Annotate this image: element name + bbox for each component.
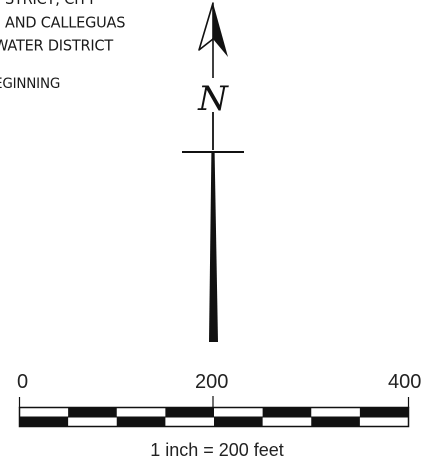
scale-segment — [359, 408, 409, 417]
arrow-tail — [209, 152, 218, 342]
scale-segment — [214, 417, 263, 426]
scale-caption: 1 inch = 200 feet — [150, 440, 284, 460]
scale-label-400: 400 — [388, 371, 422, 393]
note-line: WATER DISTRICT — [0, 37, 114, 55]
arrow-head-fill — [213, 3, 228, 57]
note-line: STRICT; CITY — [5, 0, 96, 9]
point-of-beginning-label: EGINNING — [0, 75, 61, 93]
scale-segment — [68, 408, 117, 417]
scale-label-200: 200 — [195, 371, 229, 393]
scale-segment — [165, 408, 214, 417]
scale-label-0: 0 — [17, 371, 29, 393]
arrow-head-outline — [198, 2, 214, 51]
scale-segment — [311, 417, 360, 426]
scale-bar — [18, 396, 410, 428]
scale-segment — [262, 408, 312, 417]
scale-segment — [19, 417, 69, 426]
scale-segment — [116, 417, 166, 426]
note-line: AND CALLEGUAS — [5, 14, 126, 32]
note-text-block: STRICT; CITY AND CALLEGUAS WATER DISTRIC… — [0, 0, 175, 96]
